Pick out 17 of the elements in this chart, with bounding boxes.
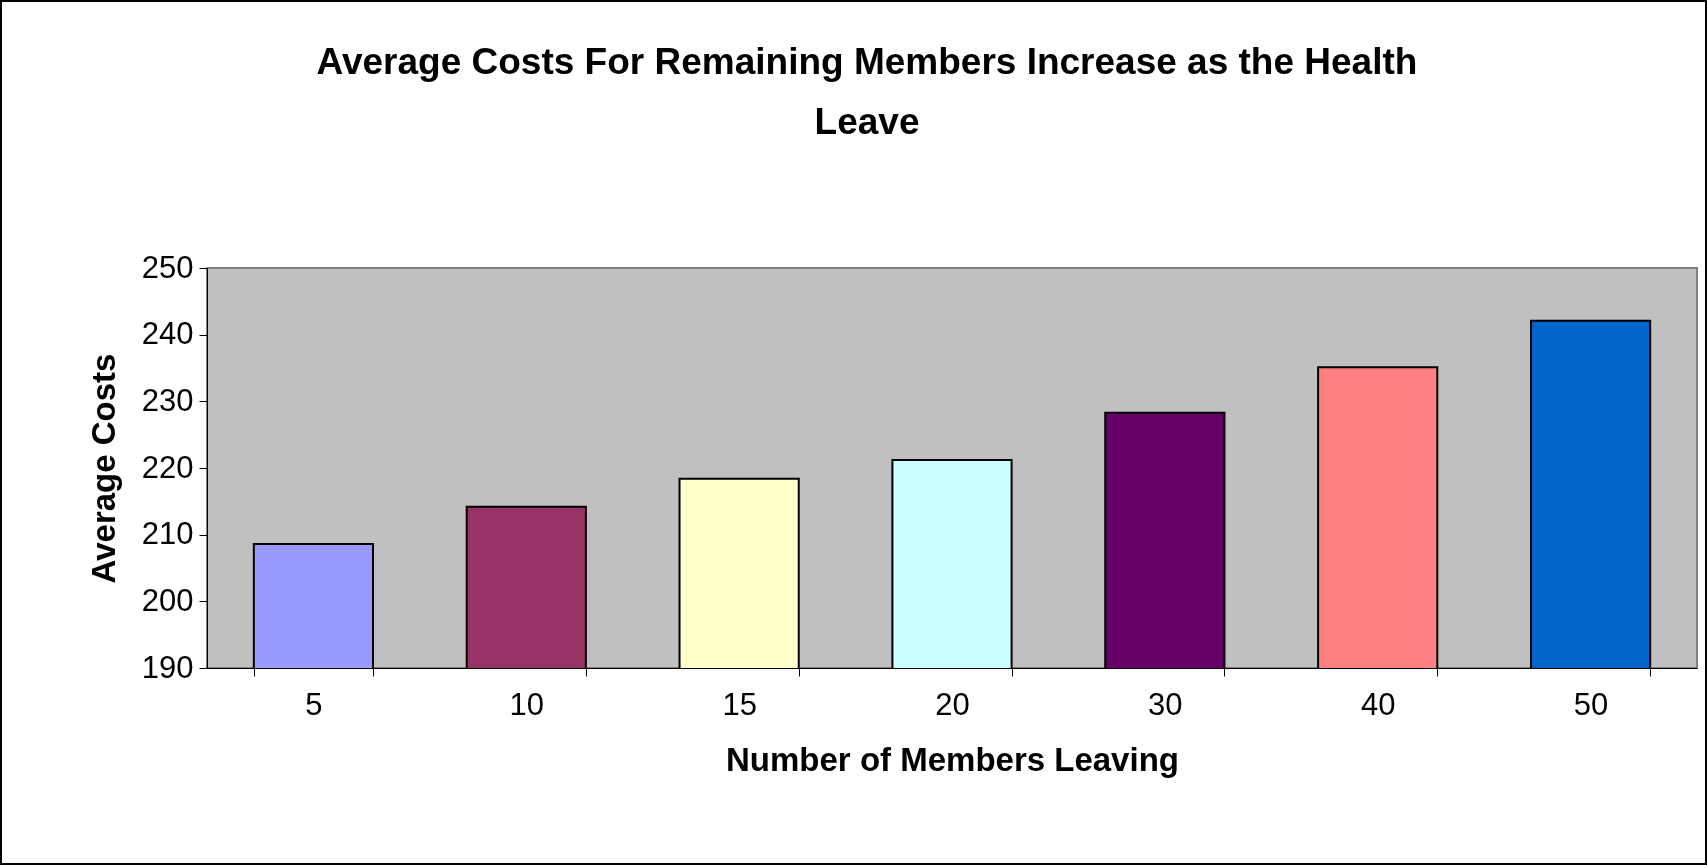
y-tick-label: 250	[141, 249, 194, 285]
y-axis-title: Average Costs	[84, 353, 122, 584]
x-tick-label: 50	[1573, 686, 1609, 722]
x-tick-label: 5	[305, 686, 323, 722]
x-axis-title: Number of Members Leaving	[726, 740, 1179, 778]
chart-title: Average Costs For Remaining Members Increase as the Health Leave	[316, 41, 1418, 142]
x-tick-label: 10	[509, 686, 545, 722]
y-tick-label: 230	[141, 382, 194, 418]
y-tick-label: 210	[141, 516, 194, 552]
y-tick-label: 190	[141, 649, 194, 685]
y-tick-label: 220	[141, 449, 194, 485]
x-tick-label: 15	[722, 686, 757, 722]
x-tick-label: 40	[1360, 686, 1396, 722]
y-tick-label: 200	[141, 582, 194, 618]
y-tick-label: 240	[141, 316, 194, 352]
x-tick-label: 30	[1148, 686, 1183, 722]
x-tick-label: 20	[935, 686, 970, 722]
